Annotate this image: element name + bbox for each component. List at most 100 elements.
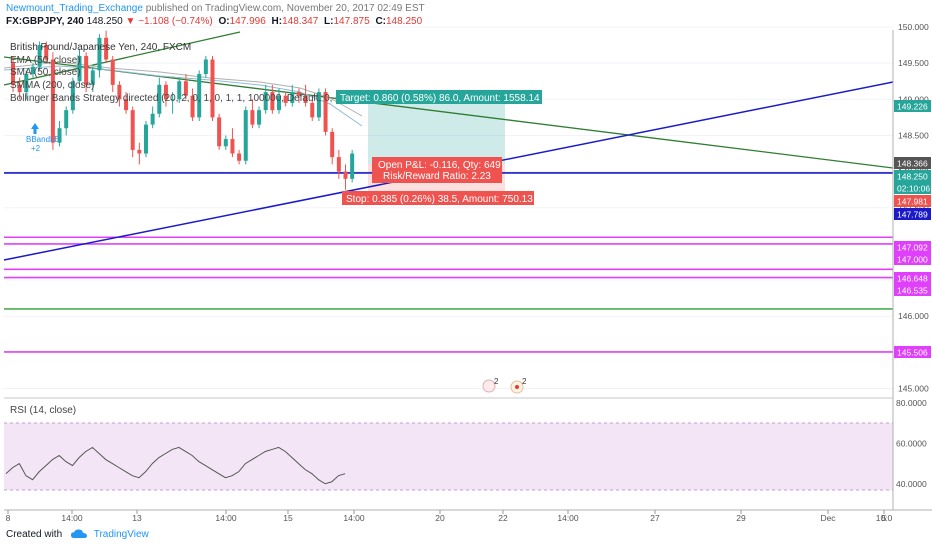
- horizontal-levels: [4, 172, 893, 353]
- candle-body[interactable]: [316, 92, 321, 118]
- candle-body[interactable]: [137, 149, 142, 154]
- price-label-box: [894, 284, 931, 296]
- change-value: −1.108 (−0.74%): [138, 16, 213, 27]
- candle-body[interactable]: [330, 131, 335, 158]
- candle-body[interactable]: [223, 139, 228, 147]
- event-marker-uk[interactable]: 2: [482, 377, 499, 393]
- published-text: published on TradingView.com, November 2…: [145, 3, 425, 14]
- candle-body[interactable]: [303, 95, 308, 103]
- candle-body[interactable]: [110, 59, 115, 85]
- candle-body[interactable]: [50, 59, 55, 143]
- target-zone: [368, 98, 505, 164]
- publish-header: Newmount_Trading_Exchange published on T…: [6, 3, 425, 14]
- candle-body[interactable]: [243, 110, 248, 161]
- candle-body[interactable]: [104, 37, 109, 60]
- candle-body[interactable]: [124, 99, 129, 111]
- candle-body[interactable]: [97, 37, 102, 71]
- candle-body[interactable]: [250, 110, 255, 125]
- price-label-text: 146.535: [897, 286, 928, 296]
- candle-body[interactable]: [24, 73, 29, 93]
- price-label-box: [894, 170, 931, 182]
- candle-body[interactable]: [237, 153, 242, 161]
- author-link[interactable]: Newmount_Trading_Exchange: [6, 3, 143, 14]
- candle-body[interactable]: [70, 81, 75, 111]
- candle-body[interactable]: [296, 92, 301, 96]
- close-label: C:: [375, 16, 386, 27]
- candle-body[interactable]: [336, 157, 341, 172]
- candle-body[interactable]: [290, 92, 295, 103]
- candle-body[interactable]: [263, 92, 268, 111]
- candle-body[interactable]: [64, 110, 69, 129]
- candle-body[interactable]: [210, 59, 215, 118]
- price-label-box: [894, 208, 931, 220]
- candle-body[interactable]: [277, 95, 281, 111]
- candle-body[interactable]: [170, 99, 175, 101]
- candle-body[interactable]: [30, 66, 35, 74]
- candle-body[interactable]: [230, 139, 235, 154]
- trendline-green-up[interactable]: [3, 31, 241, 86]
- candle-body[interactable]: [183, 81, 188, 96]
- price-label-text: 02:10:06: [897, 184, 930, 194]
- legend-ema: EMA (50, close): [10, 55, 81, 66]
- candle-body[interactable]: [283, 95, 288, 103]
- candle-body[interactable]: [17, 84, 22, 93]
- high-label: H:: [271, 16, 283, 27]
- candle-body[interactable]: [144, 124, 148, 154]
- stop-label-box: [342, 191, 534, 205]
- price-label-box: [894, 241, 931, 253]
- open-value: 147.996: [229, 16, 266, 27]
- event-count: 2: [494, 377, 499, 386]
- rsi-legend: RSI (14, close): [10, 405, 76, 416]
- rr-label: Risk/Reward Ratio: 2.23: [383, 171, 491, 182]
- candle-body[interactable]: [217, 117, 222, 147]
- candle-body[interactable]: [44, 45, 49, 60]
- candle-body[interactable]: [90, 70, 95, 85]
- time-tick-label: 27: [650, 513, 660, 523]
- candle-body[interactable]: [270, 92, 275, 111]
- price-tick-label: 149.500: [898, 58, 929, 68]
- price-tick-label: 148.500: [898, 130, 929, 140]
- candle-body[interactable]: [117, 84, 122, 100]
- symbol-header: FX:GBPJPY, 240 148.250 ▼ −1.108 (−0.74%)…: [6, 16, 422, 27]
- price-label-box: [894, 182, 931, 194]
- candle-body[interactable]: [84, 55, 89, 85]
- price-label-text: 145.506: [897, 348, 928, 358]
- candle-body[interactable]: [350, 153, 355, 179]
- candle-body[interactable]: [310, 102, 315, 118]
- time-tick-label: 14:00: [557, 513, 579, 523]
- last-price: 148.250: [86, 16, 123, 27]
- jp-flag-dot: [515, 385, 519, 389]
- time-tick-label: 14:00: [215, 513, 237, 523]
- candle-body[interactable]: [77, 55, 82, 82]
- main-pane[interactable]: [4, 30, 893, 398]
- candle-body[interactable]: [163, 84, 168, 100]
- legend: British Pound/Japanese Yen, 240, FXCM EM…: [10, 42, 369, 104]
- uk-flag-icon: [482, 379, 496, 393]
- low-value: 147.875: [333, 16, 370, 27]
- candle-body[interactable]: [37, 45, 42, 67]
- candle-body[interactable]: [343, 171, 348, 179]
- candle-body[interactable]: [157, 84, 162, 114]
- candle-body[interactable]: [197, 73, 202, 118]
- price-label-box: [894, 195, 931, 207]
- price-label-text: 147.092: [897, 243, 928, 253]
- time-tick-label: Dec: [820, 513, 836, 523]
- candle-body[interactable]: [177, 81, 182, 100]
- candle-body[interactable]: [203, 59, 208, 74]
- candle-body[interactable]: [150, 113, 155, 125]
- tradingview-brand[interactable]: TradingView: [93, 529, 149, 540]
- bband-signal[interactable]: BBandLE +2: [26, 123, 60, 153]
- event-marker-jp[interactable]: 2: [510, 377, 527, 394]
- candle-body[interactable]: [257, 110, 262, 125]
- candle-body[interactable]: [57, 128, 62, 143]
- price-tick-label: 150.000: [898, 22, 929, 32]
- candle-body[interactable]: [130, 110, 135, 150]
- price-tick-label: 149.000: [898, 94, 929, 104]
- candle-body[interactable]: [190, 95, 195, 118]
- change-arrow-icon: ▼: [125, 16, 136, 27]
- candle-body[interactable]: [11, 63, 15, 85]
- high-value: 148.347: [282, 16, 319, 27]
- candle-body[interactable]: [323, 92, 328, 132]
- time-axis-ticks[interactable]: 8 14:00 13 14:00 15 14:00 20 22 14:00 27 29 Dec 510:…: [6, 510, 893, 523]
